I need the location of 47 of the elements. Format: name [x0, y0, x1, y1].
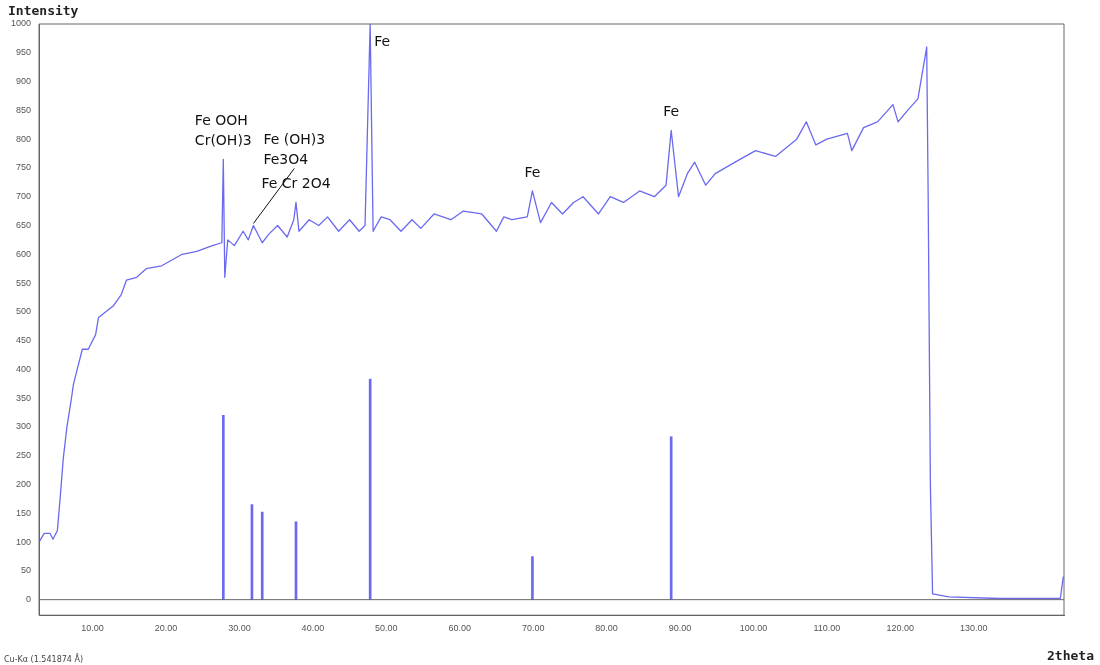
y-tick-label: 150: [15, 507, 32, 518]
y-tick-label: 200: [15, 479, 32, 490]
y-tick-label: 950: [15, 47, 32, 58]
annotation: Fe: [663, 103, 680, 120]
bar: [260, 511, 264, 600]
x-tick-label: 100.00: [739, 623, 768, 634]
y-tick-label: 650: [15, 219, 32, 230]
x-tick-label: 70.00: [521, 623, 545, 634]
bar: [531, 556, 534, 600]
annotation: Fe: [374, 33, 391, 49]
bar: [669, 436, 673, 600]
y-tick-label: 450: [15, 335, 32, 346]
annotation: Fe Cr 2O4: [261, 175, 331, 192]
y-tick-label: 1000: [10, 18, 32, 29]
y-tick-label: 300: [15, 421, 32, 432]
y-tick-label: 100: [15, 536, 32, 547]
x-tick-label: 110.00: [813, 623, 841, 634]
y-tick-label: 600: [15, 248, 32, 259]
y-tick-label: 350: [15, 392, 32, 403]
x-tick-label: 90.00: [668, 623, 692, 634]
x-tick-label: 10.00: [81, 623, 104, 634]
annotation: Fe: [524, 163, 541, 180]
y-axis-title: Intensity: [8, 3, 79, 18]
y-tick-label: 400: [15, 363, 32, 374]
x-axis-title: 2theta: [1047, 648, 1095, 663]
y-tick-label: 0: [26, 594, 32, 605]
x-tick-label: 50.00: [375, 623, 398, 634]
y-tick-label: 250: [15, 450, 32, 461]
y-tick-label: 900: [15, 76, 32, 87]
y-tick-label: 750: [15, 162, 32, 173]
bar: [221, 415, 225, 600]
y-tick-label: 500: [15, 306, 32, 317]
x-tick-label: 40.00: [301, 623, 325, 634]
x-tick-label: 80.00: [595, 623, 618, 634]
x-tick-label: 60.00: [448, 623, 471, 634]
x-tick-label: 120.00: [886, 623, 915, 634]
y-tick-label: 50: [21, 565, 32, 576]
y-tick-label: 800: [15, 133, 32, 144]
y-tick-label: 550: [15, 277, 32, 288]
annotation: Fe (OH)3 Fe3O4: [263, 131, 326, 168]
y-tick-label: 700: [15, 191, 32, 202]
x-tick-label: 20.00: [154, 623, 178, 634]
text: Cu-Kα (1.541874 Å): [4, 653, 84, 664]
annotation: Fe OOH Cr(OH)3: [194, 112, 252, 149]
y-tick-label: 850: [15, 104, 32, 115]
x-tick-label: 130.00: [959, 623, 988, 634]
x-tick-label: 30.00: [228, 623, 251, 634]
